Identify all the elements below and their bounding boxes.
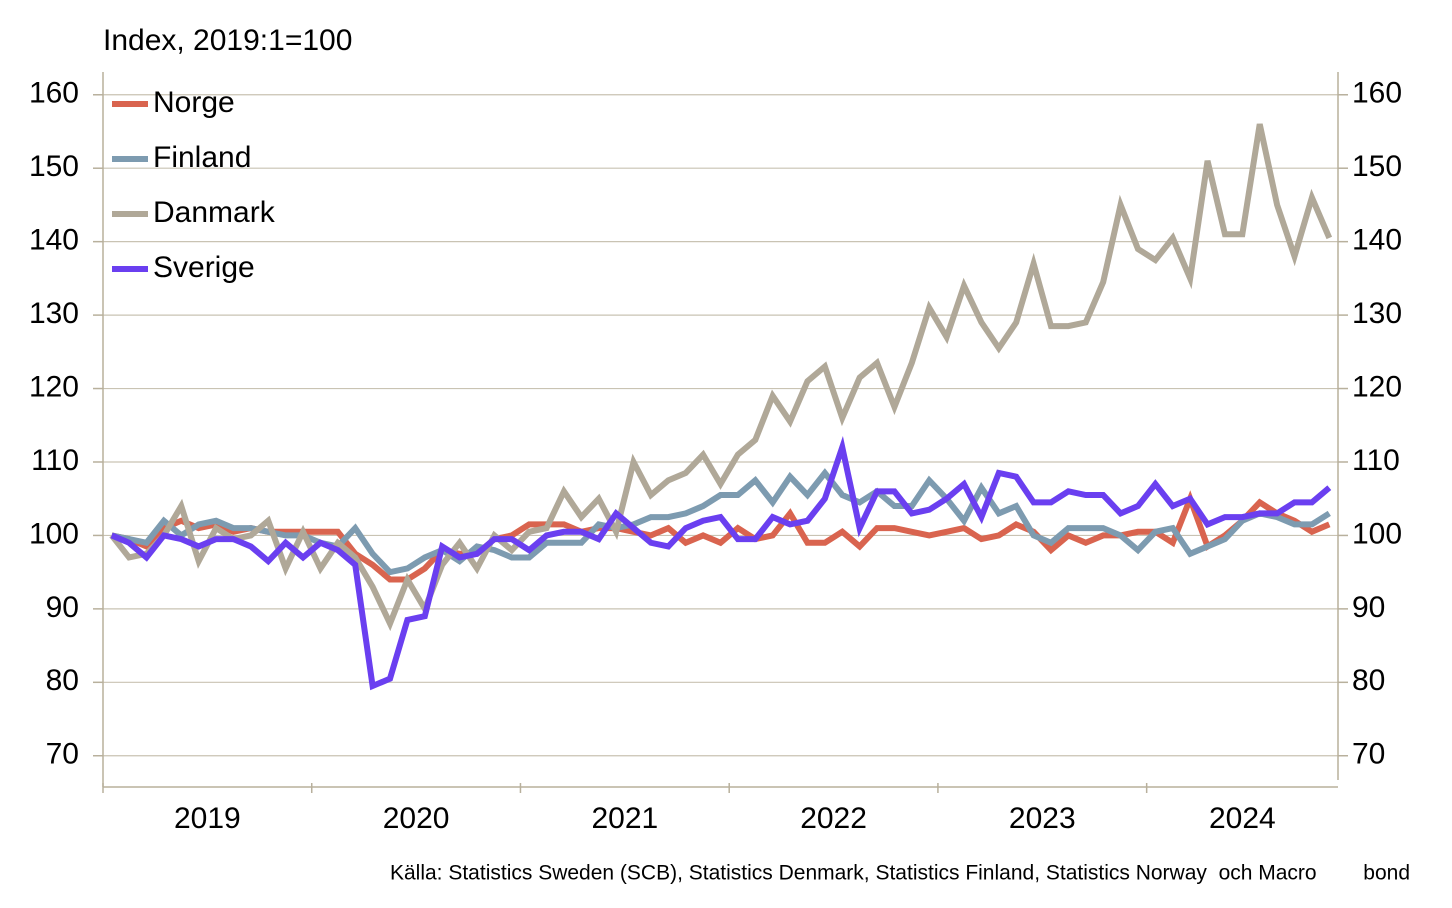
series-line (111, 468, 1331, 576)
x-tick-label: 2021 (591, 802, 658, 835)
y-tick-label: 150 (29, 150, 79, 183)
y2-tick-label: 160 (1352, 77, 1402, 110)
series-line (110, 436, 1332, 691)
y-tick-label: 110 (31, 444, 79, 477)
x-tick-label: 2024 (1209, 802, 1276, 835)
y-tick-label: 160 (29, 77, 79, 110)
y-tick-label: 130 (29, 297, 79, 330)
x-tick-label: 2022 (800, 802, 867, 835)
legend-label: Danmark (153, 196, 276, 229)
y2-tick-label: 110 (1352, 444, 1400, 477)
y2-tick-label: 100 (1352, 517, 1402, 550)
y2-tick-label: 80 (1352, 664, 1385, 697)
y-tick-label: 100 (29, 517, 79, 550)
legend-label: Finland (153, 141, 251, 174)
series-line (111, 490, 1331, 583)
y2-tick-label: 120 (1352, 370, 1402, 403)
y2-tick-label: 140 (1352, 224, 1402, 257)
y2-tick-label: 70 (1352, 738, 1385, 771)
y-axis-title: Index, 2019:1=100 (103, 24, 352, 57)
x-tick-label: 2020 (383, 802, 450, 835)
series-line (109, 123, 1333, 632)
x-tick-label: 2023 (1009, 802, 1076, 835)
legend-label: Norge (153, 86, 235, 119)
y2-tick-label: 90 (1352, 591, 1385, 624)
y-tick-label: 90 (46, 591, 79, 624)
y2-tick-label: 150 (1352, 150, 1402, 183)
source-note: Källa: Statistics Sweden (SCB), Statisti… (390, 862, 1410, 885)
y2-tick-label: 130 (1352, 297, 1402, 330)
y-tick-label: 120 (29, 370, 79, 403)
y-tick-label: 80 (46, 664, 79, 697)
x-tick-label: 2019 (174, 802, 241, 835)
legend-label: Sverige (153, 251, 255, 284)
y-tick-label: 70 (46, 738, 79, 771)
y-tick-label: 140 (29, 224, 79, 257)
